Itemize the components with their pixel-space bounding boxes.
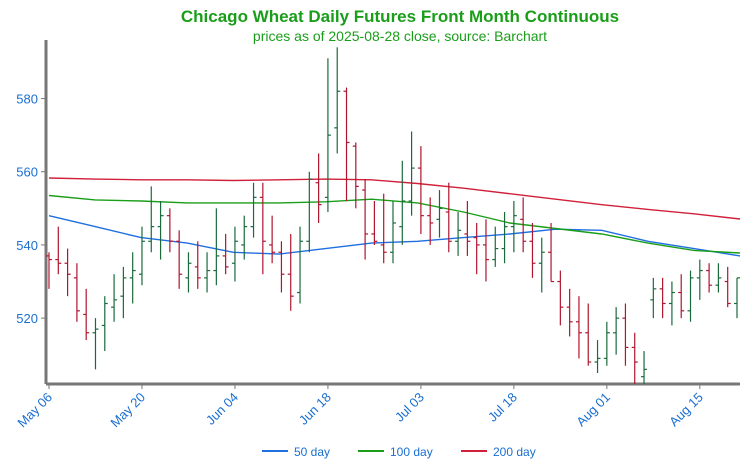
series-line-200-day bbox=[48, 177, 741, 220]
x-tick-label: Jul 18 bbox=[485, 390, 520, 425]
x-tick-label: Aug 01 bbox=[573, 390, 613, 430]
x-tick-label: Jun 18 bbox=[296, 390, 334, 428]
chart-title: Chicago Wheat Daily Futures Front Month … bbox=[180, 7, 620, 26]
legend-label: 100 day bbox=[390, 445, 433, 459]
y-tick-label: 520 bbox=[16, 311, 38, 326]
x-tick-label: May 20 bbox=[107, 390, 148, 431]
x-tick-label: May 06 bbox=[14, 390, 55, 431]
x-tick-label: Jul 03 bbox=[392, 390, 427, 425]
legend-label: 200 day bbox=[493, 445, 536, 459]
chart-subtitle: prices as of 2025-08-28 close, source: B… bbox=[252, 28, 548, 44]
legend-label: 50 day bbox=[294, 445, 330, 459]
series-line-100-day bbox=[48, 194, 741, 254]
y-tick-label: 560 bbox=[16, 165, 38, 180]
x-tick-label: Aug 15 bbox=[666, 390, 706, 430]
y-tick-label: 540 bbox=[16, 238, 38, 253]
x-tick-label: Jun 04 bbox=[203, 390, 241, 428]
y-tick-label: 580 bbox=[16, 92, 38, 107]
series-line-50-day bbox=[48, 215, 741, 257]
